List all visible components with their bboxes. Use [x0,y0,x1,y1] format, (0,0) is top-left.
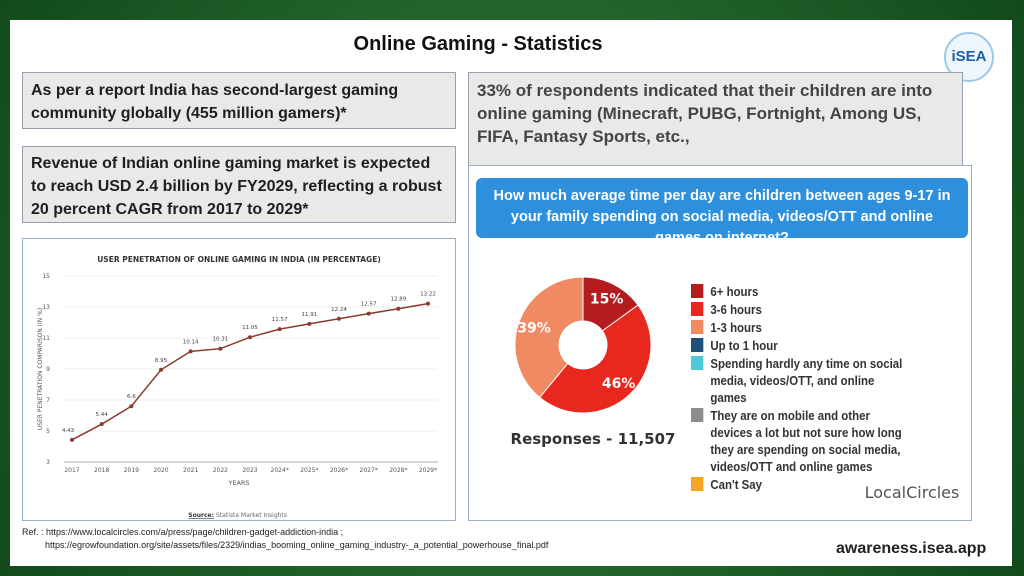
point [188,349,193,354]
x-tick-label: 2020 [153,467,168,474]
legend-label: Spending hardly any time on social media… [710,356,903,405]
x-tick-label: 2018 [94,467,109,474]
point [248,335,252,340]
pie-slice [538,304,652,414]
x-tick-label: 2021 [183,467,198,474]
legend-swatch [691,320,704,334]
data-label: 10.31 [212,337,228,343]
data-label: 4.43 [62,428,75,434]
x-tick-label: 2022 [213,467,228,474]
legend-swatch [691,302,704,316]
reference: Ref. : https://www.localcircles.com/a/pr… [22,527,344,537]
legend-item: 6+ hours [691,283,911,300]
slide-title: Online Gaming - Statistics [353,33,603,55]
x-tick-label: 2025* [300,467,318,474]
legend-label: Up to 1 hour [710,338,778,353]
pie-slice [514,276,584,399]
point [366,311,371,316]
x-tick-label: 2027* [360,467,378,474]
data-label: 12.24 [331,307,347,313]
x-tick-label: 2029* [419,467,437,474]
y-tick-label: 11 [42,335,50,342]
data-label: 10.14 [183,339,199,345]
legend-swatch [691,408,704,422]
point [218,346,223,351]
legend-swatch [691,338,704,352]
pie-chart: Responses - 11,507 LocalCircles 15% 46% 39… [511,276,960,502]
legend-label: 6+ hours [710,284,759,299]
y-tick-label: 13 [42,304,50,311]
data-label: 5.44 [96,412,109,418]
point [396,306,401,311]
data-label: 6.6 [127,394,136,400]
y-tick-label: 3 [46,459,50,466]
line-panel [22,238,456,521]
data-label: 12.89 [390,297,406,303]
slice-label: 46% [602,376,636,392]
data-label: 12.57 [361,302,377,308]
footer: awareness.isea.app [836,540,987,557]
line [71,302,429,441]
legend-label: 3-6 hours [710,302,762,317]
responses: Responses - 11,507 [511,430,676,448]
x-tick-label: 2017 [64,467,79,474]
point [307,321,312,326]
data-label: 11.05 [242,325,258,331]
y-tick-label: 9 [46,366,50,373]
point [426,301,430,306]
x-tick-label: 2024* [271,467,289,474]
source: Statista Market Insights [216,512,287,519]
slice-label: 15% [590,292,624,308]
point [70,437,74,442]
note-box: Revenue of Indian online gaming market i… [22,146,456,223]
source-label: Source: [188,512,214,519]
point [277,327,282,332]
legend-label: They are on mobile and other devices a l… [710,408,902,474]
data-label: 8.95 [155,358,168,364]
legend-swatch [691,477,704,491]
y-tick-label: 15 [42,273,50,280]
legend-swatch [691,284,704,298]
y-tick-label: 7 [46,397,50,404]
point [129,404,134,409]
x-axis-label: YEARS [227,479,249,487]
line-chart: USER PENETRATION OF ONLINE GAMING IN IND… [37,255,438,519]
brand: LocalCircles [865,483,960,502]
point [99,422,104,427]
legend-item: Up to 1 hour [691,337,911,354]
note-box: As per a report India has second-largest… [22,72,456,129]
data-label: 11.57 [272,317,288,323]
legend-item: Can't Say [691,476,911,493]
legend-item: 3-6 hours [691,301,911,318]
legend-swatch [691,356,704,370]
reference-link: https://egrowfoundation.org/site/assets/… [45,540,549,550]
x-tick-label: 2028* [389,467,407,474]
point [159,367,163,372]
pie-title: How much average time per day are childr… [476,178,968,246]
point [337,316,341,321]
legend-item: They are on mobile and other devices a l… [691,407,911,475]
legend-label: Can't Say [710,477,763,492]
x-tick-label: 2026* [330,467,348,474]
y-axis-label: USER PENETRATION COMPARISON (IN %) [37,308,44,430]
chart-title: USER PENETRATION OF ONLINE GAMING IN IND… [97,255,381,264]
x-tick-label: 2019 [124,467,139,474]
data-label: 11.91 [301,312,317,318]
y-tick-label: 5 [46,428,50,435]
x-tick-label: 2023 [242,467,257,474]
legend-item: Spending hardly any time on social media… [691,355,911,406]
legend-label: 1-3 hours [710,320,762,335]
data-label: 13.22 [420,292,436,298]
slice-label: 39% [517,320,551,336]
note-box: 33% of respondents indicated that their … [468,72,963,173]
legend-item: 1-3 hours [691,319,911,336]
